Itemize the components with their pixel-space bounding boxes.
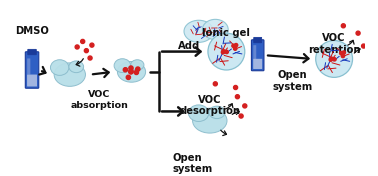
Text: Ionic gel: Ionic gel bbox=[203, 28, 250, 38]
Circle shape bbox=[123, 68, 127, 72]
Circle shape bbox=[339, 52, 343, 55]
Ellipse shape bbox=[50, 60, 69, 75]
Circle shape bbox=[126, 75, 130, 80]
Circle shape bbox=[232, 44, 235, 48]
FancyBboxPatch shape bbox=[27, 75, 37, 86]
Ellipse shape bbox=[189, 105, 209, 121]
Circle shape bbox=[329, 58, 332, 61]
Circle shape bbox=[88, 56, 92, 60]
Circle shape bbox=[234, 86, 238, 90]
Circle shape bbox=[90, 43, 94, 47]
Circle shape bbox=[222, 51, 225, 54]
Ellipse shape bbox=[54, 63, 85, 86]
Circle shape bbox=[213, 82, 217, 86]
Circle shape bbox=[341, 54, 345, 58]
Ellipse shape bbox=[69, 61, 84, 73]
FancyBboxPatch shape bbox=[28, 49, 36, 55]
Circle shape bbox=[222, 50, 225, 53]
Ellipse shape bbox=[184, 20, 214, 42]
FancyBboxPatch shape bbox=[251, 40, 264, 71]
Ellipse shape bbox=[118, 61, 146, 82]
Ellipse shape bbox=[192, 108, 227, 133]
Circle shape bbox=[129, 69, 133, 74]
Circle shape bbox=[239, 114, 243, 118]
Circle shape bbox=[362, 44, 366, 48]
Circle shape bbox=[129, 70, 133, 74]
Circle shape bbox=[84, 49, 88, 53]
Text: VOC
retention: VOC retention bbox=[308, 33, 360, 55]
Circle shape bbox=[235, 95, 239, 99]
Circle shape bbox=[330, 57, 333, 60]
FancyBboxPatch shape bbox=[254, 37, 262, 43]
Text: VOC
desorption: VOC desorption bbox=[179, 95, 240, 117]
Text: VOC
absorption: VOC absorption bbox=[70, 90, 128, 110]
Ellipse shape bbox=[114, 59, 131, 73]
FancyBboxPatch shape bbox=[27, 58, 30, 75]
Circle shape bbox=[136, 67, 140, 71]
Text: DMSO: DMSO bbox=[15, 26, 49, 36]
FancyBboxPatch shape bbox=[25, 52, 39, 88]
Circle shape bbox=[234, 43, 238, 47]
Circle shape bbox=[342, 51, 345, 54]
Ellipse shape bbox=[131, 60, 144, 70]
Text: Add: Add bbox=[178, 40, 200, 51]
Circle shape bbox=[75, 45, 79, 49]
Circle shape bbox=[316, 40, 353, 77]
Circle shape bbox=[356, 31, 360, 35]
Text: Open
system: Open system bbox=[172, 153, 212, 174]
Ellipse shape bbox=[209, 106, 225, 119]
Circle shape bbox=[234, 47, 237, 50]
Circle shape bbox=[81, 39, 85, 43]
Circle shape bbox=[129, 66, 133, 70]
Text: Open
system: Open system bbox=[273, 70, 313, 92]
Circle shape bbox=[333, 58, 336, 61]
FancyBboxPatch shape bbox=[253, 59, 262, 69]
Circle shape bbox=[225, 50, 228, 54]
Circle shape bbox=[134, 70, 138, 74]
Circle shape bbox=[243, 104, 247, 108]
Ellipse shape bbox=[203, 19, 228, 40]
Circle shape bbox=[208, 33, 245, 70]
FancyBboxPatch shape bbox=[253, 45, 256, 59]
Circle shape bbox=[341, 24, 345, 28]
